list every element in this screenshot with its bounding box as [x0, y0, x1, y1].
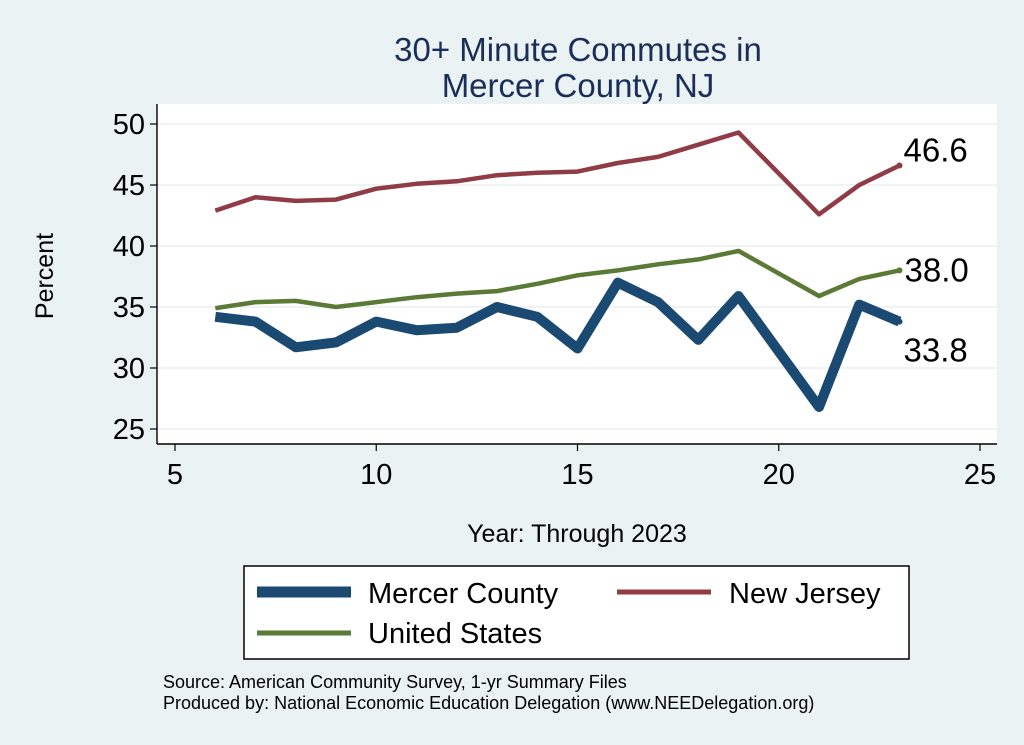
chart-title-line-2: Mercer County, NJ	[442, 67, 715, 104]
x-tick-label: 20	[763, 459, 795, 491]
source-note: Source: American Community Survey, 1-yr …	[163, 672, 627, 692]
x-tick-label: 25	[964, 459, 996, 491]
end-marker-united-states	[896, 267, 903, 274]
x-tick-label: 15	[561, 459, 593, 491]
chart-title-line-1: 30+ Minute Commutes in	[394, 31, 762, 68]
legend-label-united-states: United States	[368, 618, 542, 650]
end-label-united-states: 38.0	[905, 251, 969, 288]
y-axis-title: Percent	[31, 233, 59, 319]
y-tick-label: 25	[113, 414, 145, 446]
end-label-new-jersey: 46.6	[904, 131, 968, 168]
x-tick-label: 10	[360, 459, 392, 491]
x-tick-label: 5	[167, 459, 183, 491]
producer-note: Produced by: National Economic Education…	[163, 693, 814, 713]
end-marker-new-jersey	[896, 162, 903, 169]
grid-lines	[157, 123, 997, 430]
series-line-new-jersey	[214, 130, 901, 217]
series-line-mercer-county	[214, 277, 902, 412]
end-labels: 33.8 46.6 38.0	[896, 131, 969, 369]
legend-box	[243, 565, 910, 660]
y-tick-label: 35	[113, 292, 145, 324]
y-tick-label: 40	[113, 231, 145, 263]
end-marker-mercer-county	[896, 318, 903, 325]
end-label-mercer-county: 33.8	[904, 332, 968, 369]
legend-label-new-jersey: New Jersey	[729, 578, 881, 610]
axes: 25 30 35 40 45 50 5 10 15 20 25	[113, 104, 997, 491]
x-axis-title: Year: Through 2023	[467, 520, 687, 548]
series-line-united-states	[214, 248, 900, 311]
y-tick-label: 30	[113, 353, 145, 385]
series-lines	[214, 130, 902, 412]
y-tick-label: 45	[113, 170, 145, 202]
legend-label-mercer-county: Mercer County	[368, 578, 559, 610]
y-tick-label: 50	[113, 109, 145, 141]
